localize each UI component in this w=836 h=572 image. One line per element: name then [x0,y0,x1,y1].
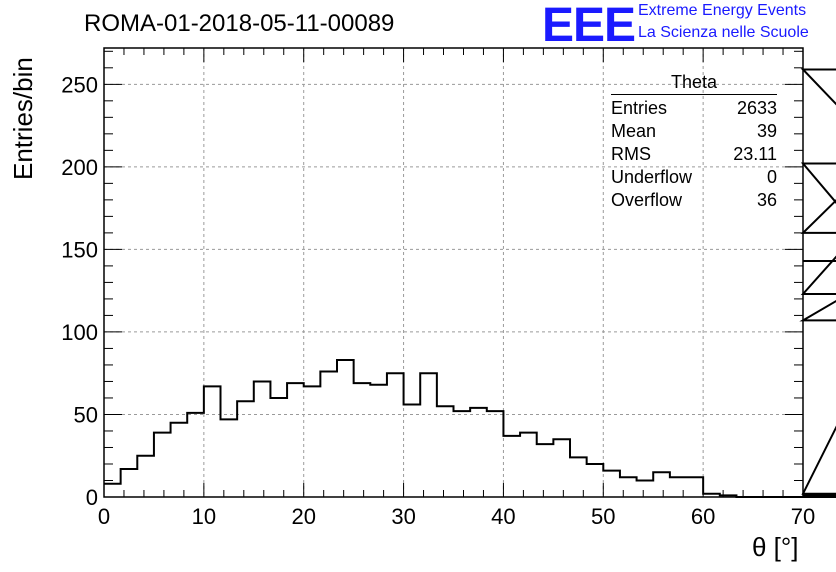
x-tick-label: 70 [791,504,815,529]
histogram-bin [187,413,204,497]
histogram-bin [553,439,570,497]
histogram-bin [603,471,620,497]
plot-border [103,47,804,498]
histogram-bin [437,406,454,497]
histogram-bin [637,480,654,497]
histogram-bin [354,383,371,497]
histogram-bin [370,385,387,497]
histogram-bin [420,373,437,497]
stats-box-title: Theta [611,72,777,95]
histogram-bin [154,433,171,497]
histogram-bin [404,405,421,497]
histogram-bin [653,472,670,497]
x-tick-label: 50 [591,504,615,529]
histogram-bin [304,386,321,497]
chart-title: ROMA-01-2018-05-11-00089 [84,10,395,37]
stats-value: 39 [756,121,777,141]
stats-label: Overflow [611,190,683,210]
stats-value: 23.11 [733,144,777,164]
stats-row-underflow: Underflow 0 [611,166,777,189]
y-axis-label: Entries/bin [8,57,38,180]
eee-logo: EEE [542,0,636,52]
histogram-bin [537,444,554,497]
y-tick-label: 0 [86,485,98,510]
stats-row-entries: Entries 2633 [611,97,777,120]
histogram-bin [454,411,471,497]
histogram-series [104,68,836,498]
histogram-bin [104,484,121,497]
stats-label: Mean [611,121,657,141]
histogram-bin [337,360,354,497]
y-tick-label: 50 [74,402,98,427]
logo-subtitle-2: La Scienza nelle Scuole [638,24,809,41]
x-tick-label: 10 [192,504,216,529]
stats-label: Entries [611,98,668,118]
x-tick-label: 20 [291,504,315,529]
histogram-bin [570,457,587,497]
stats-label: RMS [611,144,651,164]
histogram-bin [470,408,487,497]
histogram-bin [503,436,520,497]
stats-value: 0 [766,167,777,187]
histogram-bin [254,381,271,497]
histogram-bin [237,401,254,497]
stats-label: Underflow [611,167,693,187]
histogram-step-line [104,68,836,498]
x-tick-label: 40 [491,504,515,529]
histogram-bin [620,477,637,497]
histogram-bin [587,464,604,497]
x-tick-label: 60 [691,504,715,529]
logo-subtitle-1: Extreme Energy Events [638,2,807,19]
x-tick-label: 0 [98,504,110,529]
stats-row-rms: RMS 23.11 [611,143,777,166]
stats-box: Theta Entries 2633 Mean 39 RMS 23.11 Underf… [611,72,777,212]
histogram-bin [287,383,304,497]
histogram-bin [121,469,138,497]
histogram-bin [221,419,238,497]
axis-ticks: 0 10 20 30 40 50 60 70 0 50 100 150 200 250 [61,48,815,529]
stats-row-overflow: Overflow 36 [611,189,777,212]
x-axis-label: θ [°] [752,532,799,562]
histogram-bin [520,433,537,497]
y-tick-label: 250 [61,72,98,97]
stats-value: 36 [756,190,777,210]
histogram-bin [387,373,404,497]
stats-row-mean: Mean 39 [611,120,777,143]
histogram-bin [270,398,287,497]
histogram-bin [204,386,221,497]
histogram-bin [487,411,504,497]
histogram-bin [687,477,704,497]
plot-frame [103,47,804,498]
x-tick-label: 30 [391,504,415,529]
y-tick-label: 100 [61,320,98,345]
histogram-bin [320,372,337,497]
histogram-bin [137,456,154,497]
histogram-bin [670,477,687,497]
y-tick-label: 200 [61,155,98,180]
stats-value: 2633 [736,98,777,118]
histogram-bin [171,423,188,497]
y-tick-label: 150 [61,237,98,262]
